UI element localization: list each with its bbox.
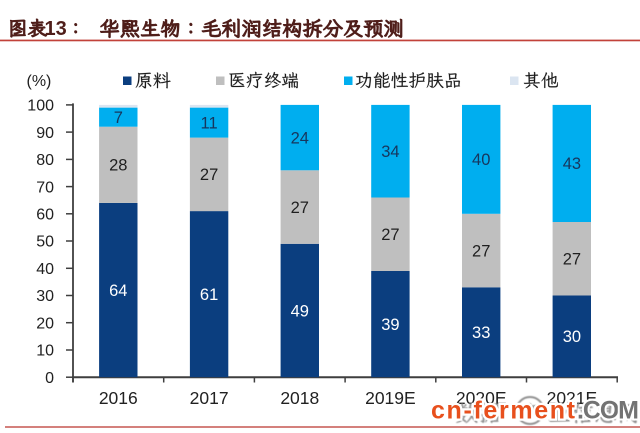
- svg-text:7: 7: [114, 109, 123, 127]
- svg-text:2016: 2016: [99, 388, 138, 408]
- svg-text:40: 40: [472, 151, 490, 169]
- svg-text:33: 33: [472, 324, 490, 342]
- svg-text:61: 61: [200, 286, 218, 304]
- svg-text:90: 90: [36, 125, 54, 142]
- svg-text:80: 80: [36, 152, 54, 169]
- svg-text:(%): (%): [27, 73, 52, 90]
- svg-text:30: 30: [563, 328, 581, 346]
- svg-text:2019E: 2019E: [365, 388, 416, 408]
- svg-text:27: 27: [381, 226, 399, 244]
- svg-text:39: 39: [381, 316, 399, 334]
- svg-text:60: 60: [36, 207, 54, 224]
- svg-text:64: 64: [109, 282, 127, 300]
- svg-text:2020E: 2020E: [456, 388, 507, 408]
- svg-text:13: 13: [45, 18, 67, 40]
- svg-text:2018: 2018: [280, 388, 319, 408]
- svg-text:100: 100: [27, 98, 54, 115]
- svg-text:0: 0: [45, 370, 54, 387]
- svg-text:49: 49: [291, 302, 309, 320]
- svg-text:27: 27: [472, 242, 490, 260]
- svg-text:27: 27: [291, 199, 309, 217]
- svg-text:11: 11: [201, 114, 218, 132]
- svg-text:43: 43: [563, 155, 581, 173]
- svg-text:30: 30: [36, 288, 54, 305]
- svg-text:10: 10: [36, 343, 54, 360]
- svg-text:70: 70: [36, 179, 54, 196]
- svg-text:28: 28: [109, 157, 127, 175]
- svg-text:34: 34: [381, 143, 399, 161]
- svg-text:2017: 2017: [190, 388, 229, 408]
- svg-text:40: 40: [36, 261, 54, 278]
- svg-text:.COM: .COM: [577, 397, 639, 425]
- svg-text:2021E: 2021E: [547, 388, 598, 408]
- svg-text:20: 20: [36, 315, 54, 332]
- svg-text:27: 27: [200, 166, 218, 184]
- svg-text:27: 27: [563, 251, 581, 269]
- svg-text:24: 24: [291, 129, 309, 147]
- svg-text:50: 50: [36, 234, 54, 251]
- svg-text:cn-ferment: cn-ferment: [431, 397, 576, 425]
